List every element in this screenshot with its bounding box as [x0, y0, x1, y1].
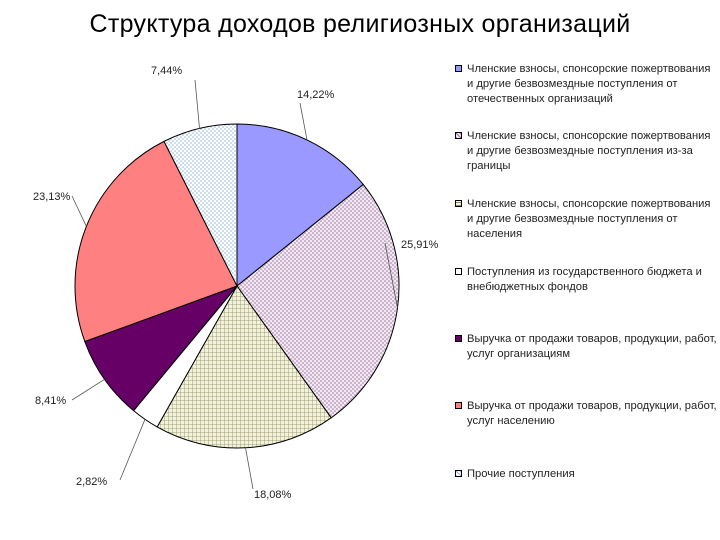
legend-swatch: [455, 402, 462, 409]
leader-line: [299, 102, 308, 140]
legend-label: Членские взносы, спонсорские пожертвован…: [467, 130, 711, 172]
pie-slice: [163, 123, 238, 287]
legend-label: Членские взносы, спонсорские пожертвован…: [467, 63, 711, 105]
legend-item: Членские взносы, спонсорские пожертвован…: [455, 197, 717, 242]
leader-line: [71, 378, 105, 401]
data-label: 7,44%: [151, 65, 182, 77]
data-label: 8,41%: [35, 395, 66, 407]
legend-item: Выручка от продажи товаров, продукции, р…: [455, 332, 717, 362]
legend-item: Выручка от продажи товаров, продукции, р…: [455, 399, 717, 429]
data-label: 18,08%: [254, 489, 292, 501]
chart-title: Структура доходов религиозных организаци…: [89, 10, 631, 38]
legend-swatch: [455, 268, 462, 275]
legend-item: Членские взносы, спонсорские пожертвован…: [455, 62, 717, 107]
data-label: 14,22%: [297, 89, 335, 101]
legend-label: Членские взносы, спонсорские пожертвован…: [467, 198, 711, 240]
pie-data-labels: 14,22% 25,91% 18,08% 2,82% 8,41% 23,13% 7,44%: [33, 65, 439, 501]
legend-swatch: [455, 200, 462, 207]
leader-line: [384, 242, 398, 309]
legend-item: Прочие поступления: [455, 467, 575, 482]
legend-swatch: [455, 470, 462, 477]
pie-leader-lines: [71, 79, 398, 490]
leader-line: [71, 195, 87, 227]
legend-item: Членские взносы, спонсорские пожертвован…: [455, 129, 717, 174]
legend-swatch: [455, 335, 462, 342]
leader-line: [245, 447, 254, 490]
data-label: 23,13%: [33, 191, 71, 203]
legend-label: Прочие поступления: [467, 468, 575, 480]
legend-label: Поступления из государственного бюджета …: [467, 266, 702, 293]
legend-item: Поступления из государственного бюджета …: [455, 265, 717, 295]
legend-label: Выручка от продажи товаров, продукции, р…: [467, 400, 717, 427]
legend-swatch: [455, 65, 462, 72]
pie-slice: [74, 140, 238, 343]
leader-line: [194, 79, 200, 129]
pie-slices: [74, 123, 400, 449]
data-label: 2,82%: [76, 476, 107, 488]
legend-swatch: [455, 132, 462, 139]
pie-slice: [236, 183, 400, 419]
pie-slice: [156, 285, 332, 449]
leader-line: [119, 419, 146, 481]
pie-slice: [84, 284, 239, 412]
data-label: 25,91%: [401, 239, 439, 251]
legend-label: Выручка от продажи товаров, продукции, р…: [467, 333, 717, 360]
